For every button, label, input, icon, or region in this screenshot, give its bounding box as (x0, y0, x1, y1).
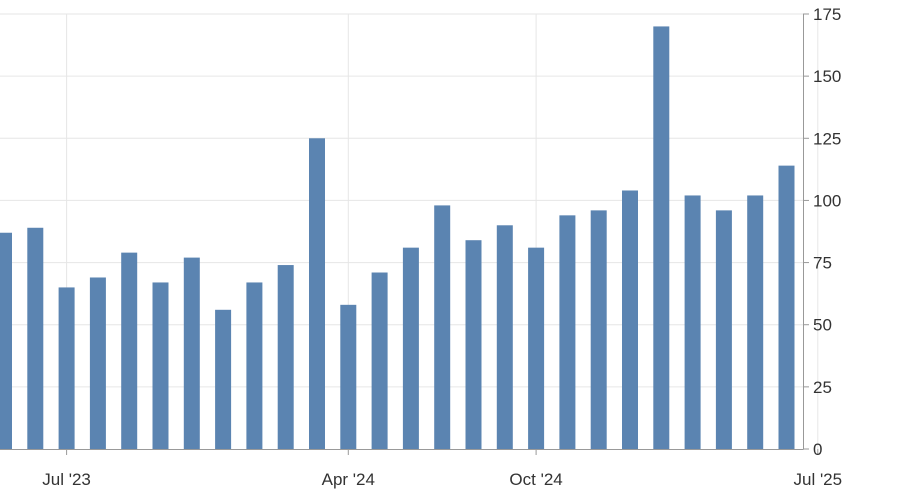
x-tick-label: Oct '24 (509, 470, 562, 489)
y-axis-tick-labels: 0 25 50 75 100 125 150 175 (813, 5, 841, 459)
bar (183, 257, 200, 449)
bar (246, 282, 263, 449)
bar (402, 247, 419, 449)
bar (747, 195, 764, 449)
bar (89, 277, 106, 449)
y-tick-label: 175 (813, 5, 841, 24)
y-tick-label: 50 (813, 316, 832, 335)
bar (309, 138, 325, 450)
y-tick-label: 25 (813, 378, 832, 397)
x-tick-label: Apr '24 (322, 470, 375, 489)
bar (371, 272, 388, 449)
bar (0, 232, 12, 449)
x-tick-label: Jul '25 (793, 470, 842, 489)
y-tick-label: 100 (813, 191, 841, 210)
bar (778, 165, 795, 449)
axes (0, 13, 819, 455)
y-tick-label: 0 (813, 440, 822, 459)
bar (528, 247, 545, 449)
bar (277, 265, 294, 449)
y-tick-label: 150 (813, 67, 841, 86)
bar-series (0, 26, 795, 450)
bar (121, 252, 138, 449)
bar (340, 304, 357, 449)
x-axis-tick-labels: Jul '23 Apr '24 Oct '24 Jul '25 (42, 470, 842, 489)
bar (58, 287, 75, 449)
bar (559, 215, 576, 449)
bar (653, 26, 670, 450)
bar (715, 210, 732, 449)
y-tick-label: 125 (813, 129, 841, 148)
bar (215, 309, 232, 449)
bar (465, 240, 482, 449)
bar (622, 190, 638, 449)
y-tick-label: 75 (813, 254, 832, 273)
bar (684, 195, 701, 449)
bar (27, 227, 44, 449)
bar (152, 282, 169, 449)
x-tick-label: Jul '23 (42, 470, 91, 489)
bar (434, 205, 451, 449)
bar (496, 225, 513, 449)
bar (590, 210, 607, 449)
